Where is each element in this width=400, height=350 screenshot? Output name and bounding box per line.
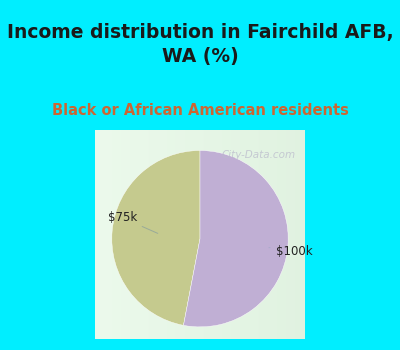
Wedge shape	[184, 150, 288, 327]
Text: $75k: $75k	[108, 211, 158, 233]
Text: Black or African American residents: Black or African American residents	[52, 103, 348, 118]
Text: City-Data.com: City-Data.com	[222, 150, 296, 160]
Wedge shape	[112, 150, 200, 326]
Text: Income distribution in Fairchild AFB,
WA (%): Income distribution in Fairchild AFB, WA…	[7, 23, 393, 66]
Text: $100k: $100k	[269, 245, 312, 258]
